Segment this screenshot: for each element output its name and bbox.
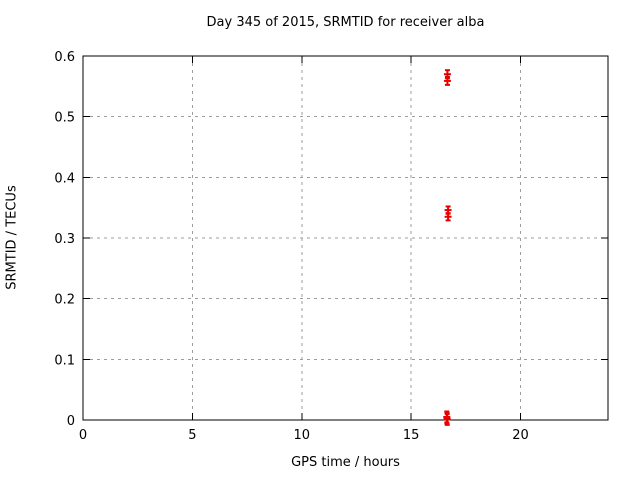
y-tick-label: 0.4 [54,171,75,186]
y-tick-label: 0.3 [54,232,75,247]
y-tick-label: 0.5 [54,111,75,126]
error-bar-point [443,75,451,86]
y-tick-label: 0 [67,414,75,429]
x-tick-label: 15 [403,428,420,443]
y-tick-label: 0.1 [54,353,75,368]
x-axis-label: GPS time / hours [291,455,400,470]
y-tick-label: 0.6 [54,50,75,65]
x-tick-label: 20 [512,428,529,443]
chart-title: Day 345 of 2015, SRMTID for receiver alb… [206,15,485,30]
x-tick-label: 10 [293,428,310,443]
error-bar-point [444,212,452,222]
error-bar-point [443,412,451,426]
x-tick-label: 5 [188,428,196,443]
y-tick-label: 0.2 [54,293,75,308]
x-tick-label: 0 [79,428,87,443]
